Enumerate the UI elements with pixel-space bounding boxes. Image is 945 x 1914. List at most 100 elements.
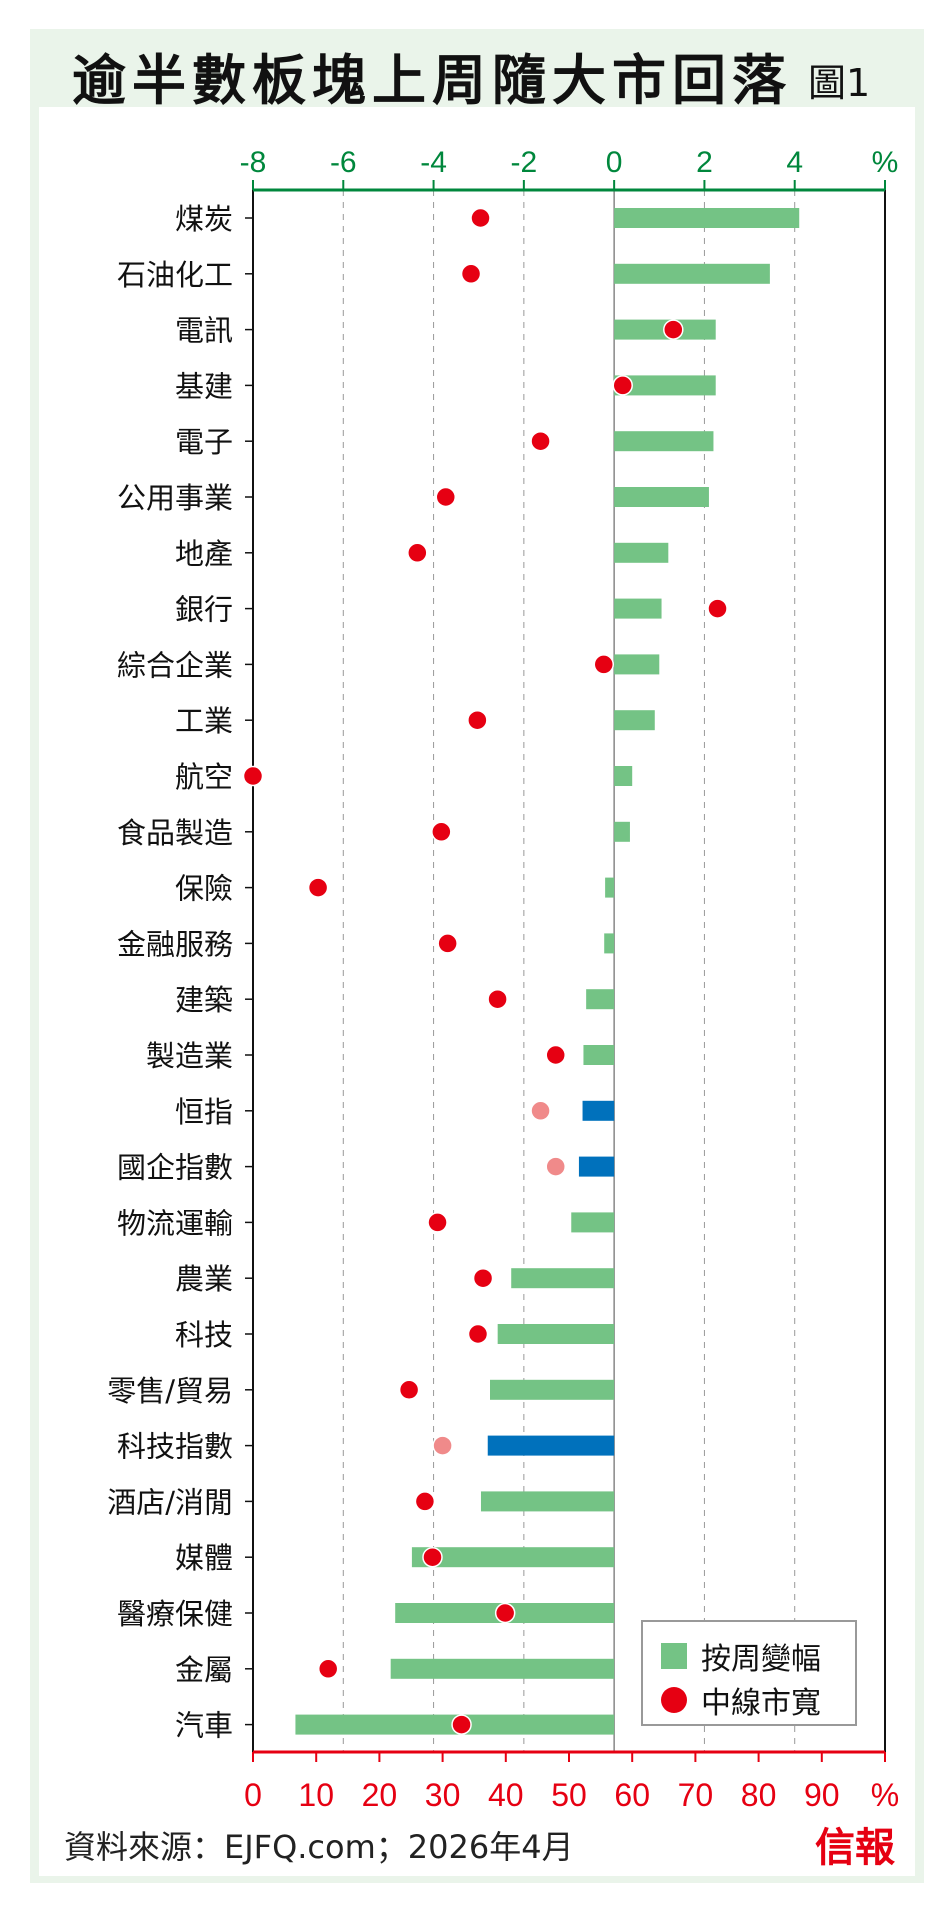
dot-breadth	[407, 542, 428, 564]
logo: 信報	[815, 1824, 895, 1871]
bottom-tick-label: 40	[488, 1777, 524, 1813]
bottom-tick-label: 60	[614, 1777, 650, 1813]
figure-label: 圖1	[808, 61, 871, 105]
bar-weekly-change	[582, 1100, 615, 1121]
dot-breadth	[242, 765, 264, 787]
bar-weekly-change	[390, 1658, 615, 1679]
bar-weekly-change	[487, 1435, 615, 1456]
dot-breadth	[707, 598, 728, 619]
dot-breadth	[398, 1379, 420, 1401]
legend-label: 按周變幅	[701, 1642, 821, 1677]
category-label: 酒店/消閒	[107, 1485, 233, 1519]
dot-breadth	[612, 375, 633, 396]
dot-breadth	[470, 207, 491, 229]
dot-breadth	[545, 1156, 566, 1177]
dot-breadth	[460, 263, 482, 285]
bar-weekly-change	[586, 989, 615, 1010]
source-note: 資料來源：EJFQ.com；2026年4月	[64, 1828, 574, 1866]
bottom-tick-label: 50	[551, 1777, 587, 1813]
bottom-tick-label: 80	[741, 1777, 777, 1813]
category-label: 零售/貿易	[107, 1374, 233, 1408]
top-tick-label: 2	[696, 146, 713, 179]
bar-weekly-change	[614, 821, 630, 842]
dot-breadth	[307, 877, 329, 898]
category-label: 食品製造	[117, 816, 233, 850]
bottom-tick-label: 0	[244, 1777, 262, 1813]
bar-weekly-change	[614, 208, 800, 228]
bar-weekly-change	[571, 1212, 615, 1233]
bar-weekly-change	[578, 1156, 615, 1177]
category-label: 製造業	[146, 1039, 233, 1073]
dot-breadth	[437, 933, 458, 954]
chart-title: 逾半數板塊上周隨大市回落	[72, 49, 792, 112]
bar-weekly-change	[511, 1268, 615, 1289]
category-label: 公用事業	[117, 481, 233, 515]
category-label: 電子	[175, 425, 233, 459]
dot-breadth	[427, 1212, 448, 1233]
category-label: 醫療保健	[117, 1597, 233, 1631]
bar-weekly-change	[614, 766, 633, 786]
legend: 按周變幅 中線市寬	[641, 1620, 857, 1726]
bottom-tick-label: 30	[425, 1777, 461, 1813]
category-label: 物流運輸	[117, 1206, 233, 1240]
legend-dot-swatch	[661, 1687, 687, 1713]
bar-weekly-change	[614, 263, 770, 284]
dot-breadth	[494, 1602, 516, 1624]
category-label: 銀行	[175, 593, 233, 627]
bar-weekly-change	[583, 1045, 615, 1065]
bottom-tick-label: 20	[362, 1777, 398, 1813]
top-tick-label: %	[872, 146, 899, 179]
dot-breadth	[472, 1267, 494, 1289]
category-label: 保險	[175, 872, 233, 906]
dot-breadth	[422, 1546, 443, 1568]
dot-breadth	[431, 821, 452, 843]
dot-breadth	[663, 319, 684, 340]
dot-breadth	[432, 1435, 453, 1456]
category-label: 恒指	[175, 1095, 233, 1129]
dot-breadth	[451, 1714, 472, 1735]
chart-inner	[39, 107, 915, 1876]
category-label: 石油化工	[117, 258, 233, 292]
dot-breadth	[467, 1323, 489, 1345]
top-tick-label: -2	[511, 146, 538, 179]
category-label: 建築	[175, 983, 233, 1017]
dot-breadth	[545, 1044, 566, 1066]
category-label: 媒體	[175, 1541, 233, 1575]
dot-breadth	[317, 1658, 339, 1680]
category-label: 基建	[175, 369, 233, 403]
bottom-tick-label: %	[871, 1777, 899, 1813]
top-tick-label: -6	[330, 146, 357, 179]
dot-breadth	[487, 988, 508, 1010]
dot-breadth	[593, 654, 615, 675]
legend-label: 中線市寬	[701, 1686, 821, 1721]
top-tick-label: -8	[240, 146, 267, 179]
category-label: 地產	[175, 537, 233, 571]
dot-breadth	[435, 486, 457, 508]
category-label: 煤炭	[175, 202, 233, 236]
bar-weekly-change	[614, 542, 669, 563]
bar-weekly-change	[614, 487, 709, 507]
category-label: 綜合企業	[117, 648, 233, 682]
category-label: 航空	[175, 760, 233, 794]
bar-weekly-change	[497, 1324, 615, 1344]
bar-weekly-change	[480, 1491, 615, 1512]
category-label: 汽車	[175, 1709, 233, 1743]
bar-weekly-change	[614, 431, 714, 452]
dot-breadth	[530, 430, 551, 452]
category-label: 電訊	[175, 314, 233, 348]
bottom-tick-label: 70	[678, 1777, 714, 1813]
bar-weekly-change	[614, 375, 716, 396]
dot-breadth	[467, 709, 488, 731]
bar-weekly-change	[614, 710, 655, 731]
bar-weekly-change	[604, 933, 615, 954]
category-label: 國企指數	[117, 1151, 233, 1185]
bar-weekly-change	[605, 877, 615, 898]
dot-breadth	[414, 1491, 436, 1512]
category-label: 農業	[175, 1262, 233, 1296]
category-label: 金屬	[175, 1653, 233, 1687]
legend-item-breadth: 中線市寬	[661, 1678, 821, 1722]
top-tick-label: 0	[606, 146, 623, 179]
top-tick-label: 4	[786, 146, 803, 179]
category-label: 科技指數	[117, 1430, 233, 1464]
